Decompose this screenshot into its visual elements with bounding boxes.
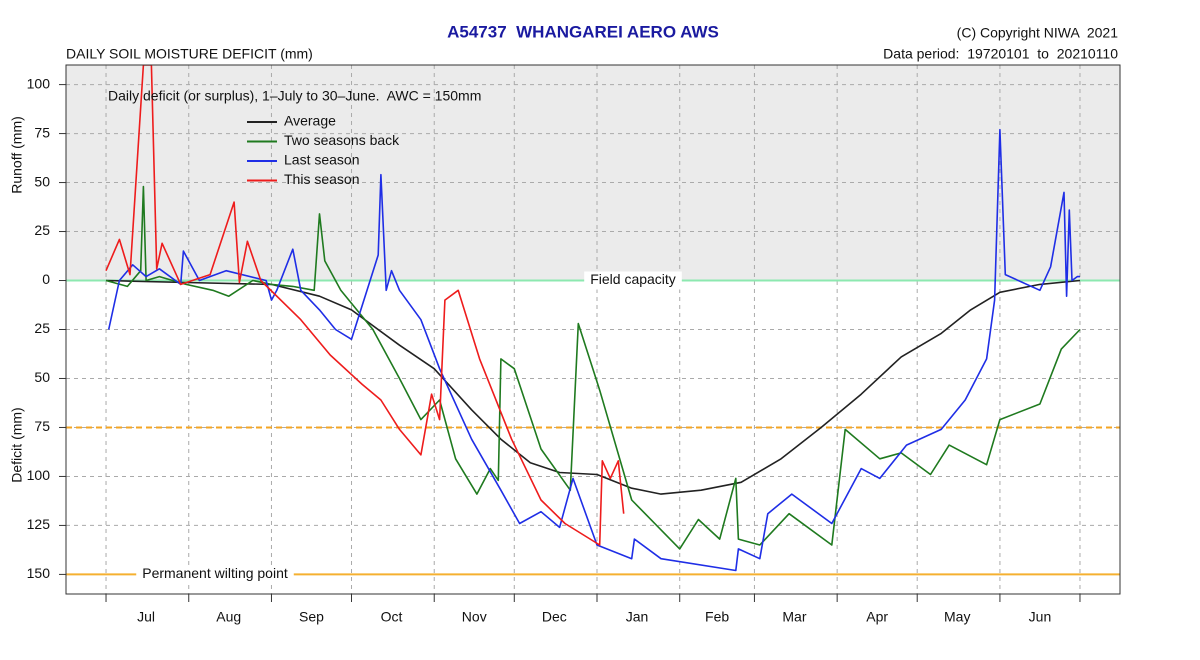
- plot-lines: [105, 65, 1081, 572]
- label-bg: [136, 565, 294, 584]
- y-tick-label: 50: [34, 173, 50, 189]
- y-tick-label: 25: [34, 320, 50, 336]
- y-tick-label: 0: [42, 271, 50, 287]
- x-tick-label: Nov: [462, 609, 487, 625]
- y-tick-label: 25: [34, 222, 50, 238]
- plot-frame: [65, 64, 1121, 595]
- x-tick-label: Apr: [866, 609, 888, 625]
- y-tick-label: 75: [34, 124, 50, 140]
- y-axis-label: Runoff (mm): [9, 116, 25, 194]
- x-tick-label: Jul: [137, 609, 155, 625]
- x-tick-label: Dec: [542, 609, 567, 625]
- legend-label: This season: [284, 171, 359, 187]
- y-tick-label: 150: [27, 565, 51, 581]
- y-tick-label: 75: [34, 418, 50, 434]
- legend-label: Last season: [284, 152, 360, 168]
- x-tick-label: Feb: [705, 609, 729, 625]
- chart-subtitle: DAILY SOIL MOISTURE DEFICIT (mm): [66, 46, 313, 62]
- reference-label: Permanent wilting point: [142, 565, 288, 581]
- x-tick-label: May: [944, 609, 970, 625]
- reference-label: Field capacity: [590, 271, 676, 287]
- x-tick-label: Mar: [782, 609, 806, 625]
- series-line: [105, 279, 1081, 495]
- y-axis-label: Deficit (mm): [9, 407, 25, 482]
- x-tick-label: Jan: [626, 609, 649, 625]
- legend-label: Two seasons back: [284, 132, 400, 148]
- x-tick-label: Jun: [1029, 609, 1052, 625]
- x-tick-label: Aug: [216, 609, 241, 625]
- copyright: (C) Copyright NIWA 2021: [957, 25, 1119, 41]
- label-bg: [584, 271, 682, 290]
- y-tick-label: 125: [27, 516, 51, 532]
- x-tick-label: Oct: [381, 609, 403, 625]
- data-period: Data period: 19720101 to 20210110: [883, 46, 1118, 62]
- x-tick-label: Sep: [299, 609, 324, 625]
- legend-label: Average: [284, 113, 336, 129]
- chart-title: A54737 WHANGAREI AERO AWS: [447, 22, 719, 41]
- series-line: [105, 65, 625, 546]
- surplus-area: [66, 65, 1120, 281]
- series-line: [105, 185, 1081, 550]
- y-tick-label: 100: [27, 75, 51, 91]
- annotation: Daily deficit (or surplus), 1–July to 30…: [108, 88, 481, 104]
- y-tick-label: 100: [27, 467, 51, 483]
- y-tick-label: 50: [34, 369, 50, 385]
